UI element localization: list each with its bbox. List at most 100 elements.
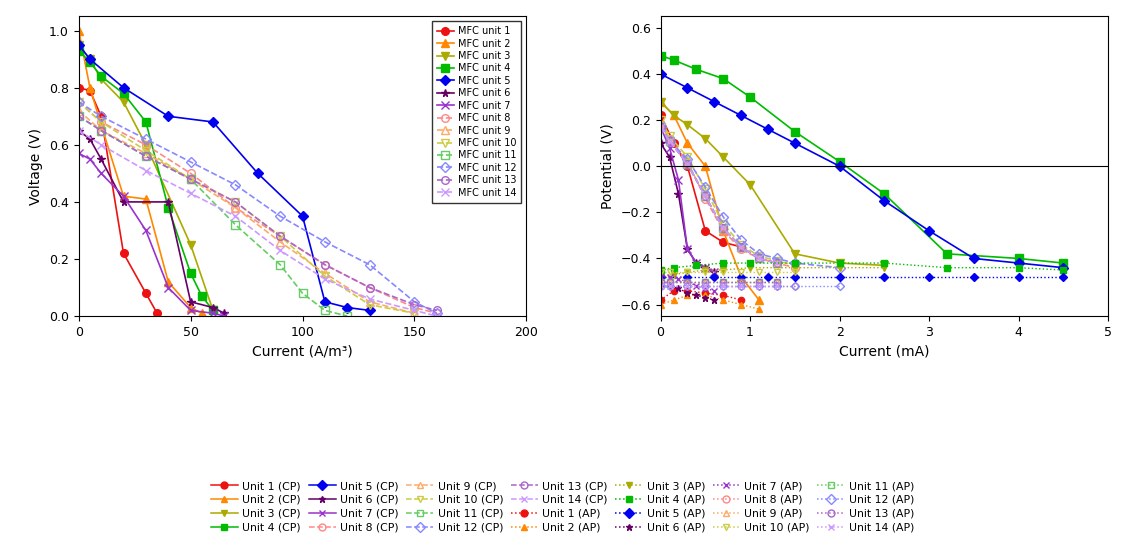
MFC unit 12 <box>183 159 197 165</box>
MFC unit 4 <box>183 270 197 276</box>
Line: MFC unit 13: MFC unit 13 <box>75 112 441 314</box>
MFC unit 14 <box>140 167 153 174</box>
MFC unit 5 <box>318 299 332 305</box>
MFC unit 9 <box>183 176 197 183</box>
MFC unit 1 <box>151 310 164 317</box>
Line: MFC unit 7: MFC unit 7 <box>75 149 228 320</box>
MFC unit 7 <box>140 227 153 234</box>
Legend: MFC unit 1, MFC unit 2, MFC unit 3, MFC unit 4, MFC unit 5, MFC unit 6, MFC unit: MFC unit 1, MFC unit 2, MFC unit 3, MFC … <box>432 21 522 203</box>
MFC unit 13 <box>273 233 287 239</box>
MFC unit 14 <box>430 313 443 319</box>
MFC unit 6 <box>72 128 86 134</box>
MFC unit 13 <box>407 301 421 308</box>
MFC unit 10 <box>273 233 287 239</box>
Line: MFC unit 10: MFC unit 10 <box>75 98 418 317</box>
MFC unit 14 <box>273 247 287 254</box>
MFC unit 11 <box>318 307 332 314</box>
MFC unit 2 <box>83 84 97 91</box>
MFC unit 4 <box>140 119 153 125</box>
MFC unit 2 <box>183 304 197 311</box>
MFC unit 5 <box>296 213 309 220</box>
MFC unit 3 <box>206 307 219 314</box>
MFC unit 6 <box>117 198 130 205</box>
MFC unit 13 <box>72 113 86 119</box>
MFC unit 4 <box>195 293 208 299</box>
MFC unit 7 <box>162 284 176 291</box>
MFC unit 3 <box>140 142 153 148</box>
MFC unit 14 <box>183 190 197 197</box>
MFC unit 8 <box>273 233 287 239</box>
MFC unit 2 <box>117 193 130 199</box>
MFC unit 10 <box>407 310 421 317</box>
MFC unit 14 <box>94 142 108 148</box>
MFC unit 14 <box>407 307 421 314</box>
Line: MFC unit 14: MFC unit 14 <box>75 127 441 320</box>
MFC unit 14 <box>318 276 332 282</box>
MFC unit 9 <box>318 270 332 276</box>
MFC unit 5 <box>206 119 219 125</box>
MFC unit 7 <box>217 313 231 319</box>
MFC unit 12 <box>228 181 242 188</box>
MFC unit 6 <box>217 310 231 317</box>
MFC unit 5 <box>363 307 377 314</box>
MFC unit 10 <box>228 198 242 205</box>
MFC unit 12 <box>273 213 287 220</box>
MFC unit 6 <box>162 198 176 205</box>
MFC unit 7 <box>94 170 108 177</box>
MFC unit 7 <box>83 156 97 162</box>
Legend: Unit 1 (CP), Unit 2 (CP), Unit 3 (CP), Unit 4 (CP), Unit 5 (CP), Unit 6 (CP), Un: Unit 1 (CP), Unit 2 (CP), Unit 3 (CP), U… <box>207 477 918 537</box>
MFC unit 2 <box>195 310 208 317</box>
MFC unit 4 <box>94 73 108 80</box>
MFC unit 11 <box>140 153 153 160</box>
MFC unit 9 <box>273 239 287 245</box>
MFC unit 8 <box>183 170 197 177</box>
MFC unit 12 <box>72 99 86 105</box>
MFC unit 5 <box>162 113 176 119</box>
MFC unit 3 <box>83 56 97 63</box>
MFC unit 9 <box>363 299 377 305</box>
MFC unit 11 <box>296 290 309 296</box>
MFC unit 13 <box>140 153 153 160</box>
MFC unit 2 <box>72 27 86 34</box>
MFC unit 8 <box>94 119 108 125</box>
MFC unit 6 <box>183 299 197 305</box>
MFC unit 12 <box>94 113 108 119</box>
X-axis label: Current (mA): Current (mA) <box>839 344 929 359</box>
MFC unit 12 <box>363 262 377 268</box>
MFC unit 1 <box>140 290 153 296</box>
MFC unit 11 <box>341 313 354 319</box>
MFC unit 8 <box>228 204 242 211</box>
MFC unit 3 <box>72 41 86 48</box>
Line: MFC unit 4: MFC unit 4 <box>75 47 217 314</box>
MFC unit 14 <box>363 296 377 302</box>
MFC unit 3 <box>183 241 197 248</box>
MFC unit 3 <box>94 76 108 82</box>
MFC unit 5 <box>83 56 97 63</box>
MFC unit 5 <box>251 170 264 177</box>
MFC unit 5 <box>341 304 354 311</box>
MFC unit 14 <box>228 213 242 220</box>
MFC unit 1 <box>72 84 86 91</box>
MFC unit 6 <box>206 304 219 311</box>
MFC unit 10 <box>183 176 197 183</box>
MFC unit 9 <box>228 204 242 211</box>
Line: MFC unit 9: MFC unit 9 <box>75 107 418 317</box>
Line: MFC unit 5: MFC unit 5 <box>75 41 374 314</box>
MFC unit 13 <box>183 176 197 183</box>
MFC unit 3 <box>117 99 130 105</box>
MFC unit 7 <box>206 310 219 317</box>
MFC unit 10 <box>140 147 153 154</box>
MFC unit 10 <box>363 301 377 308</box>
MFC unit 9 <box>407 310 421 317</box>
MFC unit 9 <box>140 150 153 156</box>
MFC unit 4 <box>162 204 176 211</box>
MFC unit 12 <box>407 299 421 305</box>
MFC unit 1 <box>117 250 130 257</box>
MFC unit 10 <box>318 273 332 280</box>
MFC unit 11 <box>72 113 86 119</box>
Line: MFC unit 6: MFC unit 6 <box>75 127 228 317</box>
MFC unit 13 <box>363 284 377 291</box>
MFC unit 8 <box>363 284 377 291</box>
MFC unit 11 <box>228 221 242 228</box>
MFC unit 8 <box>318 262 332 268</box>
